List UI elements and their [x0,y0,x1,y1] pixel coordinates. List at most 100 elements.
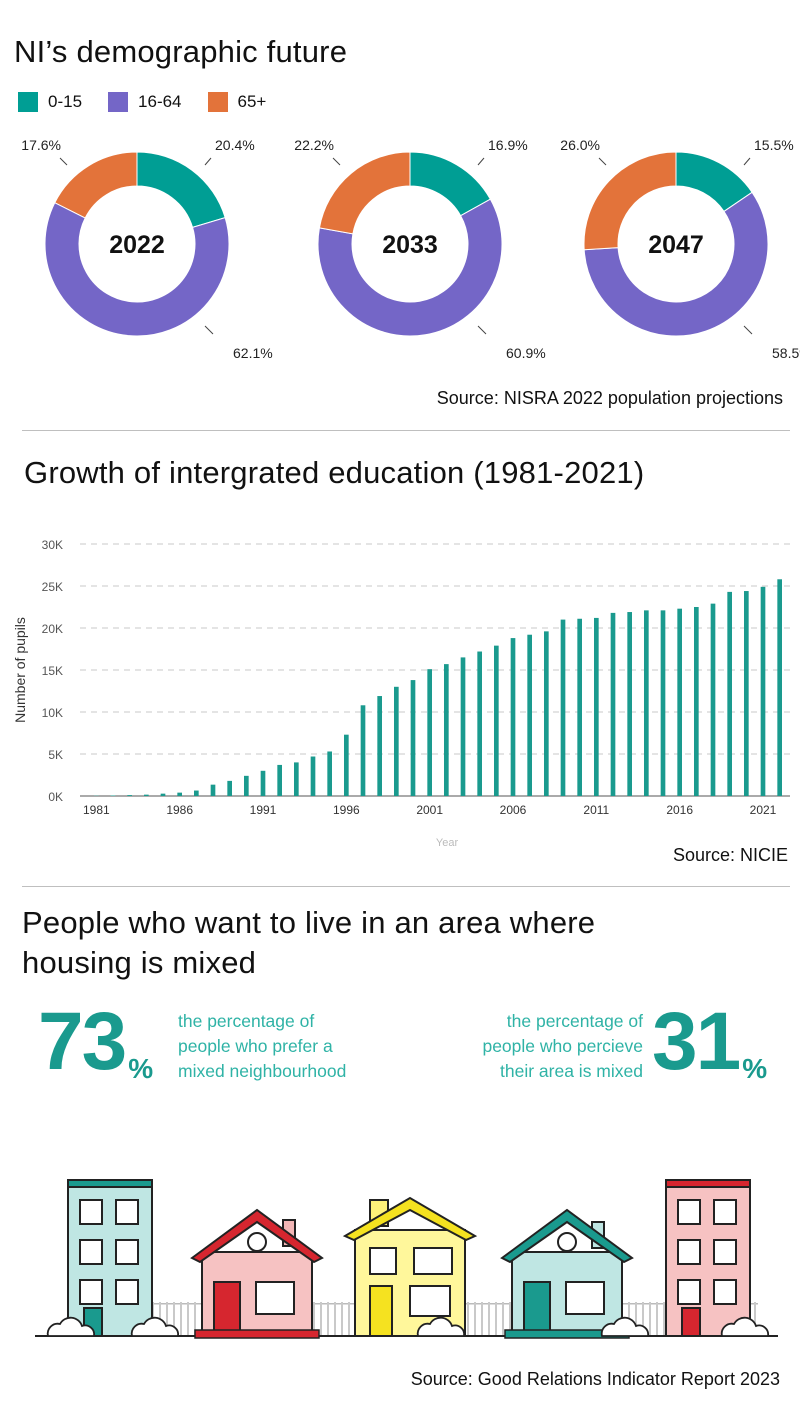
bar-1989 [227,780,232,796]
xtick-2011: 2011 [583,803,609,817]
xtick-2001: 2001 [416,803,443,817]
fence-post [663,1302,665,1336]
xtick-2006: 2006 [500,803,527,817]
y-axis-label: Number of pupils [12,617,28,723]
house-teal [500,1208,634,1339]
fence-post [754,1302,756,1336]
legend-swatch-65plus [207,92,228,112]
donut-2047-center-label: 2047 [648,231,704,259]
section3-title: People who want to live in an area where… [22,903,595,983]
bushes [46,1316,770,1337]
donut-2022-label-0-15: 20.4% [215,137,255,153]
bar-1985 [160,793,166,796]
fence-post [635,1302,637,1336]
donut-charts: 202220.4%62.1%17.6%203316.9%60.9%22.2%20… [21,137,800,361]
fence-post [341,1302,343,1336]
ytick-25K: 25K [42,580,63,594]
stat-31-desc-line2: people who percieve [482,1036,643,1056]
donut-2047-label-65+: 26.0% [560,137,600,153]
bar-2013 [627,612,632,796]
donut-2033-center-label: 2033 [382,231,438,259]
bar-1994 [310,756,316,796]
house-yellow [342,1196,478,1337]
bar-2004 [477,651,482,796]
donut-2033-slice-65+ [318,151,411,235]
fence-post [327,1302,329,1336]
fence-post [173,1302,175,1336]
xtick-1991: 1991 [250,803,277,817]
bar-2012 [610,612,616,796]
bar-2017 [694,607,699,796]
donut-2022-slice-0-15 [136,151,226,229]
donut-2022-leader-1 [204,325,214,335]
bar-1988 [210,784,216,796]
bar-2000 [410,680,416,796]
stat-31-desc-line3: their area is mixed [500,1061,643,1081]
stat-73-sign: % [128,1053,154,1084]
ytick-0K: 0K [48,790,63,804]
section1-title: NI’s demographic future [14,34,348,69]
donut-2033: 2033 16.9% 60.9% 22.2% [294,137,545,361]
fence-post [474,1302,476,1336]
donut-2033-label-16-64: 60.9% [506,345,546,361]
section3-title-line2: housing is mixed [22,945,257,980]
stat-73-desc-line1: the percentage of [178,1011,315,1031]
section2-title: Growth of intergrated education (1981-20… [24,455,645,490]
fence-post [467,1302,469,1336]
bar-1999 [394,686,399,796]
bar-2010 [577,618,582,796]
bar-2014 [644,610,649,796]
donut-2022-label-16-64: 62.1% [233,345,273,361]
stat-73-desc-line3: mixed neighbourhood [178,1061,347,1081]
fence-post [642,1302,644,1336]
stat-31-sign: % [742,1053,768,1084]
bar-1987 [194,790,199,796]
stat-73-value: 73 [38,996,127,1087]
donut-2022-center-label: 2022 [109,231,165,259]
donut-2047-leader-2 [598,157,607,166]
bar-2005 [494,645,499,796]
ytick-30K: 30K [42,538,63,552]
xtick-2016: 2016 [666,803,693,817]
stat-31-desc: the percentage of people who percieve th… [482,1009,643,1084]
donut-2022-leader-0 [204,157,212,166]
bar-1982 [110,795,116,796]
section3-title-line1: People who want to live in an area where [22,905,596,940]
donut-2047-leader-1 [743,325,753,335]
fence-post [334,1302,336,1336]
bar-2015 [660,610,666,796]
fence-post [166,1302,168,1336]
legend-swatch-16-64 [108,92,129,112]
bar-1992 [277,764,282,796]
legend-item-0-15: 0-15 [18,92,82,112]
donut-2033-label-0-15: 16.9% [488,137,528,153]
donut-2033-leader-1 [477,325,487,335]
fence-post [481,1302,483,1336]
legend-item-65plus: 65+ [207,92,267,112]
stat-73-desc: the percentage of people who prefer a mi… [178,1009,346,1084]
fence-post [187,1302,189,1336]
xtick-1986: 1986 [166,803,193,817]
legend-label-65plus: 65+ [237,92,267,111]
x-axis-label: Year [436,837,459,849]
donut-2033-slice-16-64 [317,198,503,337]
fence-post [502,1302,504,1336]
ytick-20K: 20K [42,622,63,636]
xtick-1981: 1981 [83,803,110,817]
bar-1997 [360,705,366,796]
divider-2 [22,886,790,887]
bar-2016 [677,608,682,796]
bar-1998 [377,696,382,796]
bar-2007 [527,634,532,796]
fence-post [348,1302,350,1336]
house-red [190,1208,324,1339]
bar-2019 [727,591,732,796]
ytick-10K: 10K [42,706,63,720]
bar-chart: 0K 5K 10K 15K 20K 25K 30K 1981 1986 1991 1996 2001 2… [12,538,790,849]
bar-2011 [594,617,599,796]
fence-post [656,1302,658,1336]
bar-1984 [144,794,149,796]
bar-1990 [244,775,249,796]
legend-label-0-15: 0-15 [48,92,83,111]
donut-2022-leader-2 [59,157,68,166]
